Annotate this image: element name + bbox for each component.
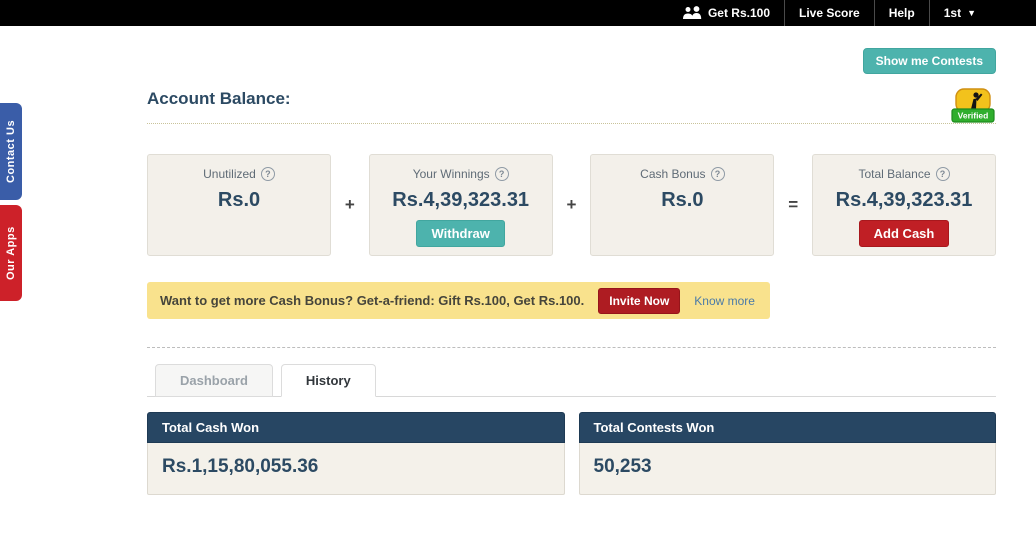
total-balance-value: Rs.4,39,323.31: [835, 189, 973, 211]
invite-now-button[interactable]: Invite Now: [598, 287, 681, 314]
total-balance-card: Total Balance ? Rs.4,39,323.31 Add Cash: [812, 154, 997, 256]
refer-friends-icon: [682, 6, 702, 19]
help-icon[interactable]: ?: [494, 167, 509, 181]
total-contests-won-header: Total Contests Won: [578, 412, 996, 443]
page-title: Account Balance:: [147, 89, 291, 108]
show-me-contests-button[interactable]: Show me Contests: [862, 48, 996, 74]
total-balance-label: Total Balance: [858, 167, 931, 181]
winnings-label: Your Winnings: [412, 167, 490, 181]
cash-bonus-card: Cash Bonus ? Rs.0: [590, 154, 775, 256]
withdraw-button[interactable]: Withdraw: [416, 220, 505, 247]
verified-badge-icon: Verified: [951, 88, 995, 123]
unutilized-label: Unutilized: [203, 167, 256, 181]
rank-dropdown[interactable]: 1st ▼: [928, 0, 990, 26]
cash-bonus-label: Cash Bonus: [640, 167, 706, 181]
live-score-menu-item[interactable]: Live Score: [784, 0, 874, 26]
contact-us-side-tab[interactable]: Contact Us: [0, 103, 22, 200]
tab-history[interactable]: History: [280, 364, 376, 397]
equals-operator: =: [788, 195, 799, 214]
winnings-value: Rs.4,39,323.31: [392, 189, 530, 211]
our-apps-side-tab[interactable]: Our Apps: [0, 205, 22, 301]
cash-bonus-promo-banner: Want to get more Cash Bonus? Get-a-frien…: [147, 282, 770, 319]
help-icon[interactable]: ?: [260, 167, 275, 181]
verified-label: Verified: [958, 111, 989, 121]
know-more-link[interactable]: Know more: [694, 293, 755, 308]
balance-cards-row: Unutilized ? Rs.0 + Your Winnings ? Rs.4…: [147, 154, 997, 256]
total-contests-won-value: 50,253: [593, 456, 652, 477]
unutilized-card: Unutilized ? Rs.0: [147, 154, 331, 256]
get-cash-label: Get Rs.100: [707, 6, 771, 20]
winnings-card: Your Winnings ? Rs.4,39,323.31 Withdraw: [368, 154, 553, 256]
plus-operator: +: [344, 195, 355, 214]
tab-dashboard[interactable]: Dashboard: [155, 364, 273, 397]
help-icon[interactable]: ?: [710, 167, 725, 181]
total-cash-won-card: Total Cash Won Rs.1,15,80,055.36: [147, 412, 565, 495]
cash-bonus-value: Rs.0: [661, 189, 704, 211]
main-content: Show me Contests Account Balance: Verifi…: [147, 48, 997, 495]
refer-friend-menu-item[interactable]: Get Rs.100: [668, 0, 784, 26]
dashboard-history-tabs: Dashboard History: [147, 364, 996, 397]
unutilized-value: Rs.0: [217, 189, 261, 211]
help-icon[interactable]: ?: [935, 167, 950, 181]
top-bar: Get Rs.100 Live Score Help 1st ▼: [0, 0, 1036, 26]
total-cash-won-value: Rs.1,15,80,055.36: [162, 456, 319, 477]
history-stats-row: Total Cash Won Rs.1,15,80,055.36 Total C…: [147, 412, 996, 495]
section-divider: [147, 347, 996, 348]
add-cash-button[interactable]: Add Cash: [858, 220, 950, 247]
total-contests-won-card: Total Contests Won 50,253: [578, 412, 996, 495]
promo-text: Want to get more Cash Bonus? Get-a-frien…: [160, 293, 585, 308]
total-cash-won-header: Total Cash Won: [147, 412, 565, 443]
chevron-down-icon: ▼: [967, 8, 976, 18]
help-menu-item[interactable]: Help: [873, 0, 929, 26]
plus-operator: +: [566, 195, 577, 214]
